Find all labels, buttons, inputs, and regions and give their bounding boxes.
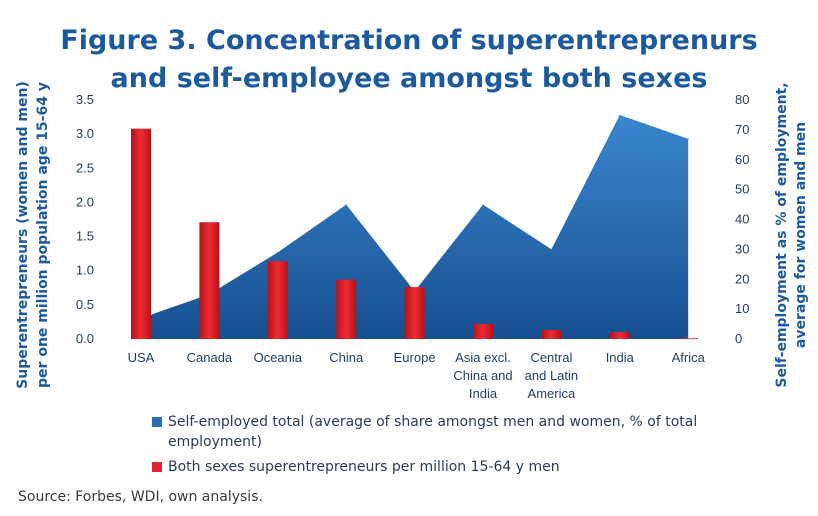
right-axis-title-line-1: Self-employment as % of employment, — [774, 82, 790, 387]
category-labels: USA Canada Oceania China Europe Asia excl. Chi… — [128, 350, 706, 401]
source-note: Source: Forbes, WDI, own analysis. — [18, 489, 263, 505]
legend-label-area: Self-employed total (average of share am… — [168, 414, 698, 450]
category-label-3: China — [329, 350, 364, 365]
category-label-0: USA — [128, 350, 155, 365]
right-tick-label-6: 60 — [735, 152, 749, 167]
area-point-8 — [687, 138, 689, 140]
right-tick-label-8: 80 — [735, 92, 749, 107]
bar-superentrepreneurs-1 — [199, 222, 220, 339]
left-tick-label-5: 2.5 — [76, 160, 94, 175]
bar-superentrepreneurs-4 — [404, 287, 425, 339]
legend-swatch-area — [152, 417, 162, 427]
bar-superentrepreneurs-6 — [541, 330, 562, 339]
area-point-6 — [550, 248, 552, 250]
legend-item-bar: Both sexes superentrepreneurs per millio… — [152, 457, 738, 477]
right-tick-label-5: 50 — [735, 182, 749, 197]
right-axis-ticks: 0 10 20 30 40 50 60 70 80 — [735, 92, 749, 346]
bar-series-layer — [131, 128, 699, 340]
left-axis-title-line-2: per one million population age 15-64 y — [35, 82, 51, 388]
category-label-1: Canada — [187, 350, 233, 365]
left-axis-title-line-1: Superentrepreneurs (women and men) — [15, 81, 31, 389]
right-tick-label-0: 0 — [735, 331, 742, 346]
chart-title: Figure 3. Concentration of superentrepre… — [0, 22, 818, 98]
legend-item-area: Self-employed total (average of share am… — [152, 412, 738, 452]
area-point-2 — [277, 251, 279, 253]
right-tick-label-4: 40 — [735, 212, 749, 227]
area-point-3 — [345, 204, 347, 206]
left-tick-label-6: 3.0 — [76, 126, 94, 141]
category-label-4: Europe — [394, 350, 436, 365]
left-tick-label-0: 0.0 — [76, 331, 94, 346]
left-tick-label-2: 1.0 — [76, 263, 94, 278]
legend-label-bar: Both sexes superentrepreneurs per millio… — [168, 459, 560, 475]
left-tick-label-3: 1.5 — [76, 229, 94, 244]
bar-superentrepreneurs-0 — [131, 128, 151, 339]
right-tick-label-1: 10 — [735, 301, 749, 316]
category-label-5: Asia excl. China and India — [453, 350, 512, 401]
right-tick-label-3: 30 — [735, 241, 749, 256]
legend-swatch-bar — [152, 462, 162, 472]
area-point-5 — [482, 204, 484, 206]
left-tick-label-1: 0.5 — [76, 297, 94, 312]
bar-superentrepreneurs-2 — [267, 261, 288, 339]
bar-superentrepreneurs-8 — [678, 338, 699, 340]
left-axis-ticks: 0.0 0.5 1.0 1.5 2.0 2.5 3.0 3.5 — [76, 92, 94, 346]
bar-superentrepreneurs-3 — [336, 279, 357, 339]
right-tick-label-2: 20 — [735, 271, 749, 286]
left-tick-label-4: 2.0 — [76, 194, 94, 209]
chart-title-line-2: and self-employee amongst both sexes — [110, 63, 708, 94]
chart-title-line-1: Figure 3. Concentration of superentrepre… — [60, 25, 758, 56]
category-label-6: Central and Latin America — [525, 350, 579, 401]
bar-superentrepreneurs-5 — [473, 323, 493, 339]
right-axis-title-line-2: average for women and men — [793, 122, 809, 348]
category-label-2: Oceania — [254, 350, 303, 365]
right-tick-label-7: 70 — [735, 122, 749, 137]
bar-superentrepreneurs-7 — [609, 332, 630, 339]
area-point-7 — [619, 114, 621, 116]
category-label-8: Africa — [672, 350, 706, 365]
left-tick-label-7: 3.5 — [76, 92, 94, 107]
category-label-7: India — [606, 350, 635, 365]
